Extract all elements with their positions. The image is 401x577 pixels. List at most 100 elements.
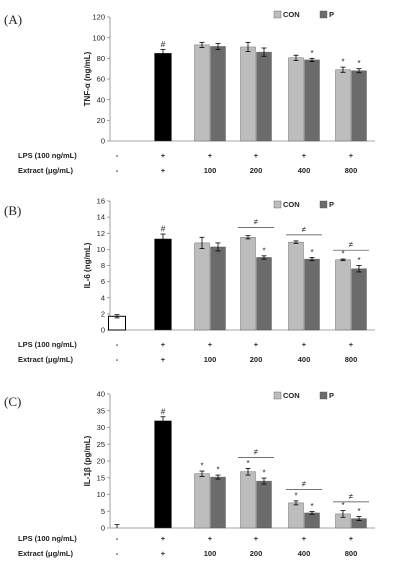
legend-swatch-p bbox=[319, 10, 328, 19]
hash-mark: # bbox=[161, 407, 166, 416]
panel-label: (C) bbox=[4, 394, 21, 409]
y-tick-label: 14 bbox=[97, 213, 105, 222]
y-tick-label: 10 bbox=[97, 490, 105, 499]
bar-con bbox=[240, 471, 256, 529]
legend-swatch-p bbox=[319, 200, 328, 209]
significance-star: * bbox=[341, 501, 344, 510]
row-value: 100 bbox=[204, 355, 217, 364]
bar-con bbox=[194, 473, 210, 529]
bar-p bbox=[351, 268, 367, 331]
bar-p bbox=[210, 46, 226, 142]
row-label: LPS (100 ng/mL) bbox=[18, 151, 77, 160]
y-tick-label: 80 bbox=[97, 54, 105, 63]
bar-p bbox=[304, 258, 320, 331]
significance-star: * bbox=[200, 462, 203, 471]
y-tick-label: 6 bbox=[101, 277, 105, 286]
row-value: + bbox=[208, 151, 213, 160]
bar-con bbox=[288, 502, 304, 529]
significance-star: * bbox=[341, 58, 344, 67]
row-value: + bbox=[161, 340, 166, 349]
significance-star: * bbox=[294, 491, 297, 500]
y-tick-label: 40 bbox=[97, 390, 105, 399]
row-value: + bbox=[254, 151, 259, 160]
bar-p bbox=[351, 70, 367, 142]
row-value: - bbox=[116, 151, 119, 160]
row-value: + bbox=[349, 534, 354, 543]
row-value: 200 bbox=[250, 355, 263, 364]
row-value: 400 bbox=[298, 166, 311, 175]
y-tick-label: 60 bbox=[97, 75, 105, 84]
not-equal-mark: ≠ bbox=[349, 240, 354, 249]
bar-p bbox=[304, 512, 320, 529]
row-value: + bbox=[161, 166, 166, 175]
bar-con bbox=[240, 46, 256, 142]
y-tick-label: 20 bbox=[97, 457, 105, 466]
y-tick-label: 0 bbox=[101, 524, 105, 533]
y-tick-label: 4 bbox=[101, 293, 105, 302]
not-equal-mark: ≠ bbox=[349, 492, 354, 501]
y-axis-label: TNF-α (ng/mL) bbox=[83, 51, 92, 106]
y-tick-label: 2 bbox=[101, 309, 105, 318]
bar-p bbox=[210, 246, 226, 331]
bar-p bbox=[256, 51, 272, 142]
significance-star: * bbox=[262, 469, 265, 478]
significance-star: * bbox=[357, 59, 360, 68]
y-tick-label: 120 bbox=[92, 13, 105, 22]
bar-p bbox=[256, 480, 272, 529]
row-value: 100 bbox=[204, 166, 217, 175]
legend-label: P bbox=[329, 391, 334, 400]
y-tick-label: 16 bbox=[97, 197, 105, 206]
hash-mark: # bbox=[161, 40, 166, 49]
legend-label: CON bbox=[283, 10, 300, 19]
row-value: - bbox=[116, 534, 119, 543]
row-value: + bbox=[254, 534, 259, 543]
significance-star: * bbox=[246, 459, 249, 468]
not-equal-mark: ≠ bbox=[254, 448, 259, 457]
bar-con bbox=[288, 57, 304, 142]
row-value: + bbox=[302, 340, 307, 349]
row-value: + bbox=[161, 151, 166, 160]
row-value: + bbox=[302, 534, 307, 543]
row-label: Extract (μg/mL) bbox=[18, 355, 74, 364]
row-value: + bbox=[302, 151, 307, 160]
row-value: - bbox=[116, 549, 119, 558]
chart-panel-3: (C) 0 5 10 15 20 25 30 35 40 IL-1β (pg/mL) # * * * * * * *… bbox=[4, 390, 375, 558]
y-tick-label: 0 bbox=[101, 137, 105, 146]
bar-lps bbox=[154, 52, 172, 142]
significance-star: * bbox=[310, 502, 313, 511]
y-tick-label: 20 bbox=[97, 116, 105, 125]
not-equal-mark: ≠ bbox=[302, 225, 307, 234]
legend-label: P bbox=[329, 200, 334, 209]
row-value: 100 bbox=[204, 549, 217, 558]
significance-star: * bbox=[262, 246, 265, 255]
row-value: 200 bbox=[250, 166, 263, 175]
significance-star: * bbox=[216, 466, 219, 475]
significance-star: * bbox=[357, 507, 360, 516]
row-label: LPS (100 ng/mL) bbox=[18, 534, 77, 543]
significance-star: * bbox=[310, 49, 313, 58]
row-value: 400 bbox=[298, 355, 311, 364]
panel-label: (A) bbox=[4, 12, 22, 27]
y-tick-label: 10 bbox=[97, 245, 105, 254]
row-value: + bbox=[161, 549, 166, 558]
row-value: + bbox=[349, 340, 354, 349]
bar-lps bbox=[154, 238, 172, 331]
row-value: + bbox=[208, 340, 213, 349]
row-label: LPS (100 ng/mL) bbox=[18, 340, 77, 349]
bar-p bbox=[256, 257, 272, 331]
legend-label: P bbox=[329, 10, 334, 19]
y-tick-label: 35 bbox=[97, 406, 105, 415]
bar-con bbox=[335, 69, 351, 142]
legend-swatch-con bbox=[273, 10, 282, 19]
legend-swatch-p bbox=[319, 391, 328, 400]
row-value: - bbox=[116, 340, 119, 349]
y-tick-label: 8 bbox=[101, 261, 105, 270]
row-value: + bbox=[161, 534, 166, 543]
row-value: - bbox=[116, 355, 119, 364]
row-value: + bbox=[208, 534, 213, 543]
significance-star: * bbox=[310, 248, 313, 257]
panel-label: (B) bbox=[4, 203, 21, 218]
legend-label: CON bbox=[283, 200, 300, 209]
bar-con bbox=[288, 241, 304, 331]
